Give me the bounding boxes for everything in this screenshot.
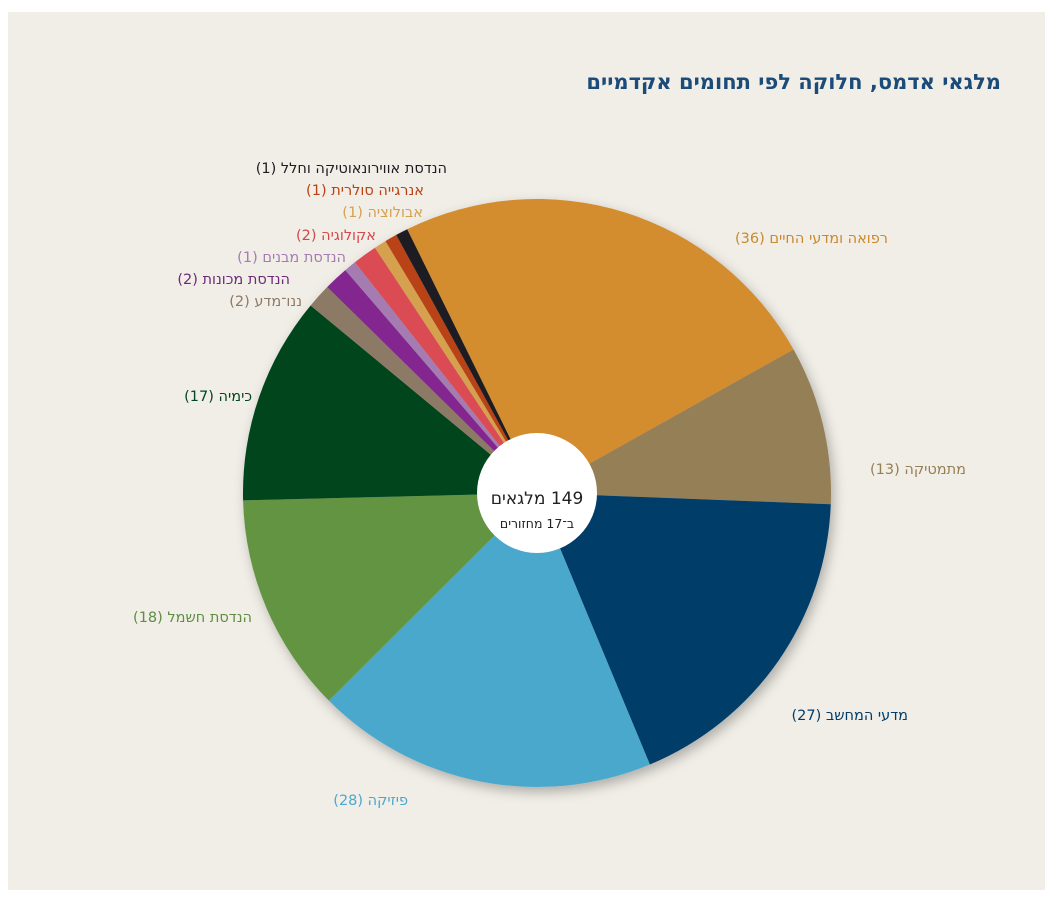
slice-label-11: אנרגייה סולרית (1) xyxy=(306,183,424,199)
slice-label-6: ננו־מדע (2) xyxy=(229,294,302,310)
slice-label-10: אבולוציה (1) xyxy=(342,205,423,221)
slice-label-8: הנדסת מבנים (1) xyxy=(237,250,346,266)
center-cohorts-text: ב־17 מחזורים xyxy=(500,516,574,531)
slice-label-4: הנדסת חשמל (18) xyxy=(133,610,252,626)
slice-label-5: כימיה (17) xyxy=(184,389,252,405)
slice-label-2: מדעי המחשב (27) xyxy=(791,708,908,724)
center-total-text: 149 מלגאים xyxy=(491,489,584,509)
slice-label-7: הנדסת מכונות (2) xyxy=(177,272,290,288)
slice-label-3: פיזיקה (28) xyxy=(333,793,408,809)
slice-label-9: אקולוגיה (2) xyxy=(296,228,376,244)
slice-label-12: הנדסת אווירונאוטיקה וחלל (1) xyxy=(256,161,447,177)
slice-label-1: מתמטיקה (13) xyxy=(870,462,966,478)
slice-label-0: רפואה ומדעי החיים (36) xyxy=(735,231,888,247)
